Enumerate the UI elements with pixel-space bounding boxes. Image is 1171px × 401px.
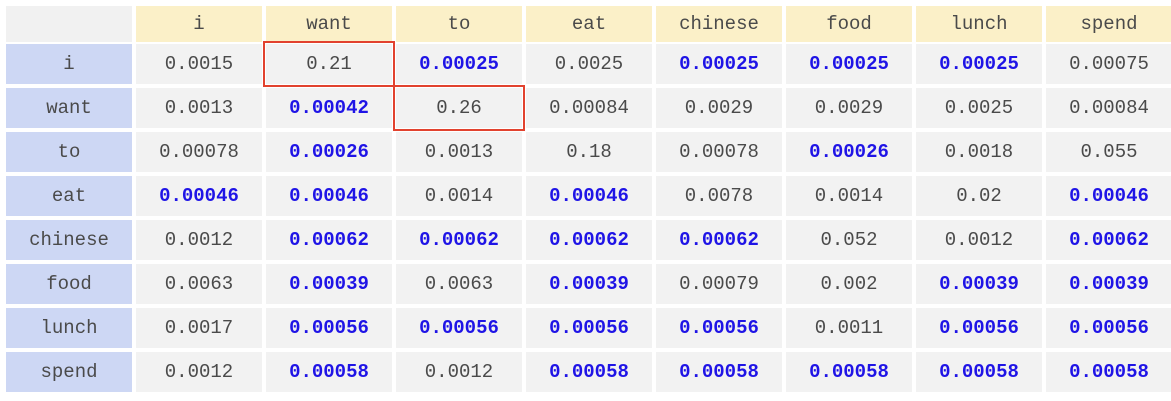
table-cell: 0.0017 [136, 308, 262, 348]
column-header-i: i [136, 6, 262, 42]
table-cell: 0.0025 [526, 44, 652, 84]
table-cell: 0.00084 [1046, 88, 1171, 128]
table-cell: 0.0012 [136, 352, 262, 392]
row-header-eat: eat [6, 176, 132, 216]
column-header-chinese: chinese [656, 6, 782, 42]
table-cell: 0.0078 [656, 176, 782, 216]
table-cell: 0.00062 [396, 220, 522, 260]
table-cell: 0.00062 [1046, 220, 1171, 260]
table-cell: 0.0029 [656, 88, 782, 128]
table-cell: 0.00058 [1046, 352, 1171, 392]
column-header-to: to [396, 6, 522, 42]
table-cell: 0.0063 [136, 264, 262, 304]
row-header-i: i [6, 44, 132, 84]
table-cell: 0.0014 [786, 176, 912, 216]
column-header-eat: eat [526, 6, 652, 42]
table-cell: 0.00026 [266, 132, 392, 172]
table-cell: 0.0029 [786, 88, 912, 128]
table-cell: 0.00056 [266, 308, 392, 348]
table-cell: 0.00058 [916, 352, 1042, 392]
table-cell: 0.0018 [916, 132, 1042, 172]
column-header-food: food [786, 6, 912, 42]
table-cell: 0.00062 [656, 220, 782, 260]
table-cell: 0.0014 [396, 176, 522, 216]
table-cell: 0.00046 [526, 176, 652, 216]
table-cell: 0.00025 [916, 44, 1042, 84]
table-cell: 0.00084 [526, 88, 652, 128]
table-cell: 0.0011 [786, 308, 912, 348]
table-cell: 0.0063 [396, 264, 522, 304]
table-cell: 0.00056 [656, 308, 782, 348]
table-cell: 0.0012 [396, 352, 522, 392]
table-cell: 0.00025 [786, 44, 912, 84]
table-cell: 0.00078 [656, 132, 782, 172]
table-cell: 0.00075 [1046, 44, 1171, 84]
table-cell: 0.002 [786, 264, 912, 304]
column-header-lunch: lunch [916, 6, 1042, 42]
row-header-spend: spend [6, 352, 132, 392]
row-header-lunch: lunch [6, 308, 132, 348]
table-cell: 0.00058 [786, 352, 912, 392]
table-cell: 0.00039 [916, 264, 1042, 304]
table-cell: 0.00058 [526, 352, 652, 392]
table-cell: 0.0012 [916, 220, 1042, 260]
table-cell: 0.0012 [136, 220, 262, 260]
table-cell: 0.00056 [526, 308, 652, 348]
table-cell: 0.00042 [266, 88, 392, 128]
table-cell: 0.21 [266, 44, 392, 84]
table-cell: 0.0015 [136, 44, 262, 84]
table-cell: 0.00039 [1046, 264, 1171, 304]
table-cell: 0.00062 [266, 220, 392, 260]
table-cell: 0.00058 [266, 352, 392, 392]
row-header-want: want [6, 88, 132, 128]
table-cell: 0.00078 [136, 132, 262, 172]
table-cell: 0.00079 [656, 264, 782, 304]
table-cell: 0.00026 [786, 132, 912, 172]
table-cell: 0.00062 [526, 220, 652, 260]
row-header-to: to [6, 132, 132, 172]
row-header-food: food [6, 264, 132, 304]
table-corner [6, 6, 132, 42]
table-cell: 0.00025 [396, 44, 522, 84]
table-cell: 0.052 [786, 220, 912, 260]
table-cell: 0.00058 [656, 352, 782, 392]
column-header-want: want [266, 6, 392, 42]
table-cell: 0.02 [916, 176, 1042, 216]
table-cell: 0.18 [526, 132, 652, 172]
row-header-chinese: chinese [6, 220, 132, 260]
table-cell: 0.00046 [136, 176, 262, 216]
table-cell: 0.26 [396, 88, 522, 128]
table-cell: 0.0025 [916, 88, 1042, 128]
table-cell: 0.00056 [916, 308, 1042, 348]
table-cell: 0.00039 [526, 264, 652, 304]
table-cell: 0.00039 [266, 264, 392, 304]
table-cell: 0.0013 [396, 132, 522, 172]
table-cell: 0.00025 [656, 44, 782, 84]
table-cell: 0.00046 [266, 176, 392, 216]
table-cell: 0.00046 [1046, 176, 1171, 216]
table-cell: 0.00056 [1046, 308, 1171, 348]
table-cell: 0.055 [1046, 132, 1171, 172]
column-header-spend: spend [1046, 6, 1171, 42]
table-cell: 0.0013 [136, 88, 262, 128]
table-cell: 0.00056 [396, 308, 522, 348]
